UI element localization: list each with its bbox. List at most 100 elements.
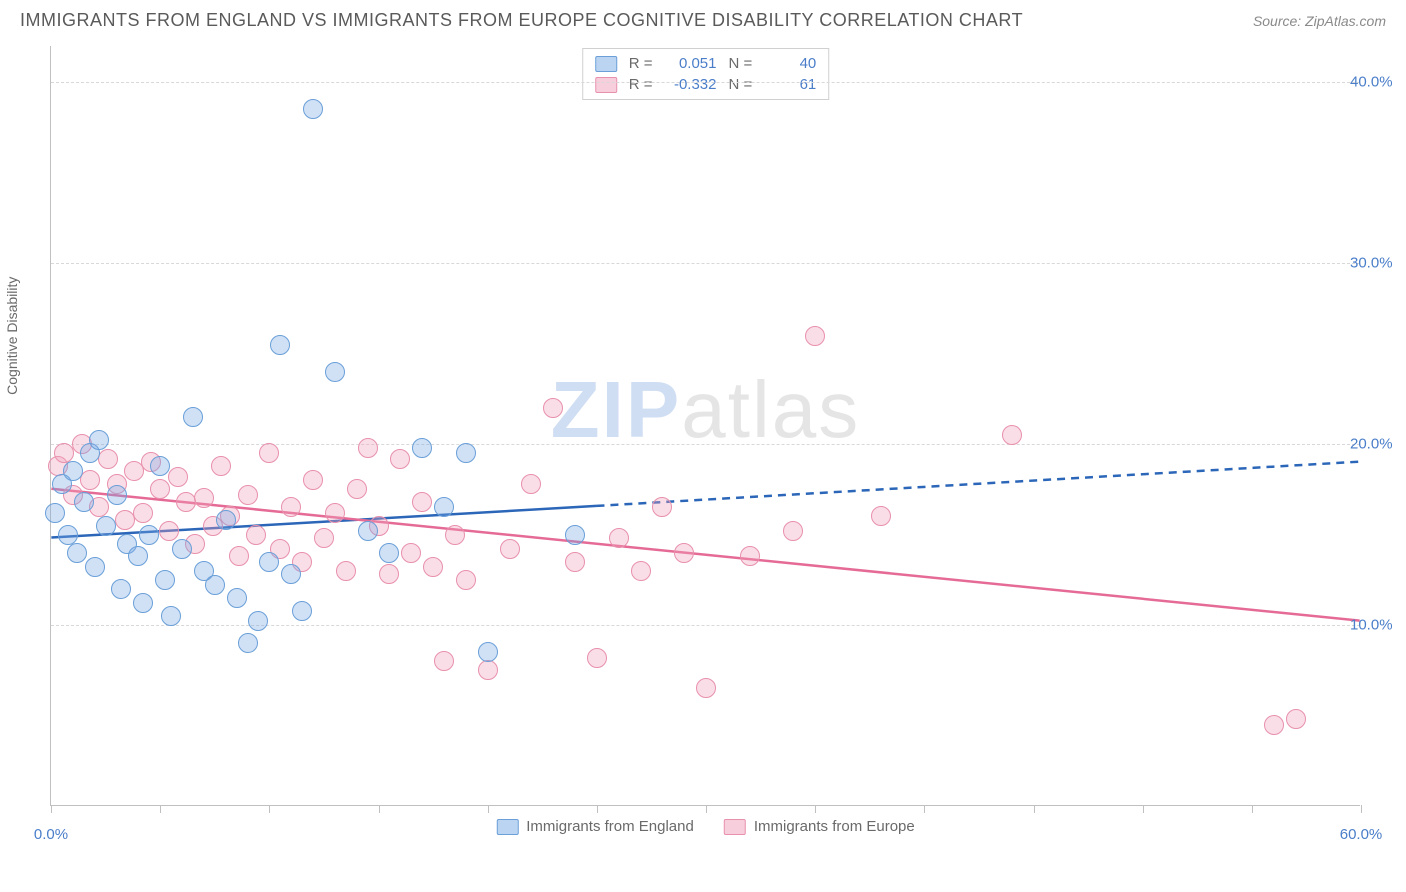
data-point-europe (314, 528, 334, 548)
data-point-england (205, 575, 225, 595)
data-point-england (248, 611, 268, 631)
x-tick (597, 805, 598, 813)
x-tick (488, 805, 489, 813)
data-point-europe (379, 564, 399, 584)
data-point-europe (696, 678, 716, 698)
legend-item-england: Immigrants from England (496, 818, 694, 835)
data-point-england (67, 543, 87, 563)
data-point-europe (631, 561, 651, 581)
x-tick (1143, 805, 1144, 813)
trend-england-dashed (596, 462, 1359, 506)
legend-row-england: R = 0.051 N = 40 (595, 53, 817, 74)
data-point-europe (543, 398, 563, 418)
swatch-blue-icon (595, 56, 617, 72)
data-point-england (183, 407, 203, 427)
watermark: ZIPatlas (551, 364, 860, 456)
data-point-europe (347, 479, 367, 499)
data-point-europe (325, 503, 345, 523)
data-point-europe (565, 552, 585, 572)
data-point-europe (259, 443, 279, 463)
data-point-england (161, 606, 181, 626)
grid-line (51, 263, 1360, 264)
data-point-england (281, 564, 301, 584)
data-point-europe (609, 528, 629, 548)
watermark-atlas: atlas (681, 365, 860, 454)
data-point-europe (80, 470, 100, 490)
data-point-england (172, 539, 192, 559)
data-point-europe (478, 660, 498, 680)
data-point-europe (412, 492, 432, 512)
data-point-europe (674, 543, 694, 563)
data-point-europe (211, 456, 231, 476)
data-point-england (89, 430, 109, 450)
data-point-europe (434, 651, 454, 671)
plot-area: ZIPatlas R = 0.051 N = 40 R = -0.332 N =… (50, 46, 1360, 806)
data-point-england (412, 438, 432, 458)
n-label: N = (729, 55, 753, 72)
swatch-blue-icon (496, 819, 518, 835)
swatch-pink-icon (724, 819, 746, 835)
swatch-pink-icon (595, 77, 617, 93)
data-point-england (456, 443, 476, 463)
x-tick-label: 0.0% (34, 826, 68, 843)
data-point-europe (445, 525, 465, 545)
legend-europe-label: Immigrants from Europe (754, 818, 915, 835)
x-tick (1252, 805, 1253, 813)
data-point-europe (150, 479, 170, 499)
england-n-value: 40 (764, 55, 816, 72)
data-point-england (303, 99, 323, 119)
n-label: N = (729, 76, 753, 93)
data-point-europe (805, 326, 825, 346)
grid-line (51, 444, 1360, 445)
x-tick (51, 805, 52, 813)
data-point-england (85, 557, 105, 577)
x-tick (706, 805, 707, 813)
grid-line (51, 82, 1360, 83)
data-point-england (379, 543, 399, 563)
data-point-europe (98, 449, 118, 469)
europe-n-value: 61 (764, 76, 816, 93)
data-point-europe (401, 543, 421, 563)
legend-item-europe: Immigrants from Europe (724, 818, 915, 835)
data-point-europe (390, 449, 410, 469)
data-point-england (325, 362, 345, 382)
data-point-europe (194, 488, 214, 508)
watermark-zip: ZIP (551, 365, 681, 454)
r-label: R = (629, 55, 653, 72)
x-tick (1361, 805, 1362, 813)
legend-bottom: Immigrants from England Immigrants from … (496, 818, 914, 835)
data-point-europe (238, 485, 258, 505)
data-point-england (63, 461, 83, 481)
x-tick (379, 805, 380, 813)
data-point-england (107, 485, 127, 505)
chart-source: Source: ZipAtlas.com (1253, 13, 1386, 29)
data-point-europe (871, 506, 891, 526)
data-point-england (292, 601, 312, 621)
data-point-england (270, 335, 290, 355)
data-point-europe (133, 503, 153, 523)
data-point-england (150, 456, 170, 476)
data-point-england (259, 552, 279, 572)
england-r-value: 0.051 (665, 55, 717, 72)
data-point-europe (358, 438, 378, 458)
data-point-europe (652, 497, 672, 517)
x-tick (1034, 805, 1035, 813)
r-label: R = (629, 76, 653, 93)
data-point-europe (740, 546, 760, 566)
chart-container: Cognitive Disability ZIPatlas R = 0.051 … (0, 36, 1406, 856)
data-point-england (478, 642, 498, 662)
chart-header: IMMIGRANTS FROM ENGLAND VS IMMIGRANTS FR… (0, 0, 1406, 36)
data-point-england (139, 525, 159, 545)
data-point-europe (1286, 709, 1306, 729)
data-point-europe (336, 561, 356, 581)
data-point-europe (423, 557, 443, 577)
x-tick (269, 805, 270, 813)
data-point-europe (1264, 715, 1284, 735)
data-point-england (227, 588, 247, 608)
legend-england-label: Immigrants from England (526, 818, 694, 835)
legend-stats-box: R = 0.051 N = 40 R = -0.332 N = 61 (582, 48, 830, 100)
data-point-europe (587, 648, 607, 668)
data-point-europe (303, 470, 323, 490)
data-point-england (111, 579, 131, 599)
data-point-england (155, 570, 175, 590)
